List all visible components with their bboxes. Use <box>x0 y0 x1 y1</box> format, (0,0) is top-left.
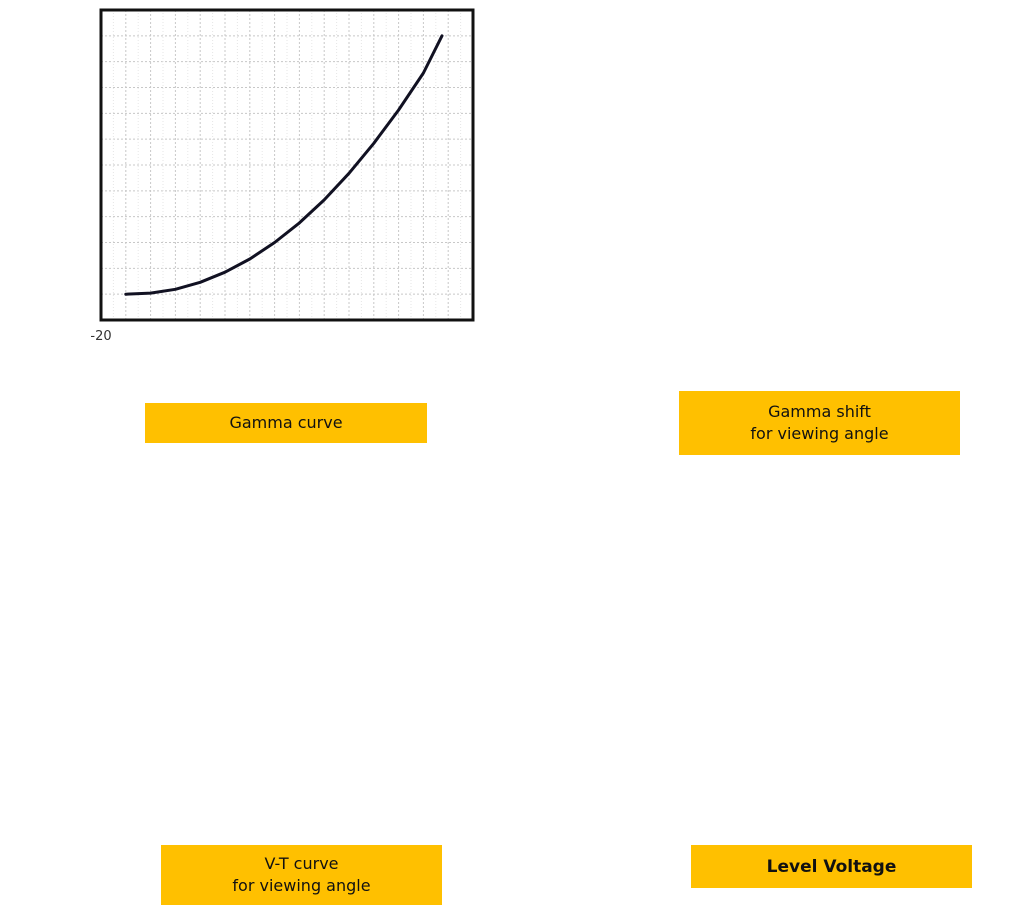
caption-gamma-shift: Gamma shift for viewing angle <box>679 391 960 455</box>
x-tick-label: -20 <box>90 329 111 344</box>
caption-line: Gamma curve <box>229 413 343 432</box>
caption-vt-curve: V-T curve for viewing angle <box>161 845 442 905</box>
caption-line: for viewing angle <box>232 876 371 895</box>
caption-line: Level Voltage <box>766 856 897 877</box>
caption-gamma-curve: Gamma curve <box>145 403 427 443</box>
caption-line: Gamma shift <box>768 402 871 421</box>
caption-level-voltage: Level Voltage <box>691 845 972 888</box>
plot-frame <box>99 8 475 322</box>
chart-gamma-curve: -20 <box>90 8 475 344</box>
caption-line: V-T curve <box>264 854 339 873</box>
caption-line: for viewing angle <box>750 424 889 443</box>
series-line-gamma-2.2 <box>124 34 444 296</box>
